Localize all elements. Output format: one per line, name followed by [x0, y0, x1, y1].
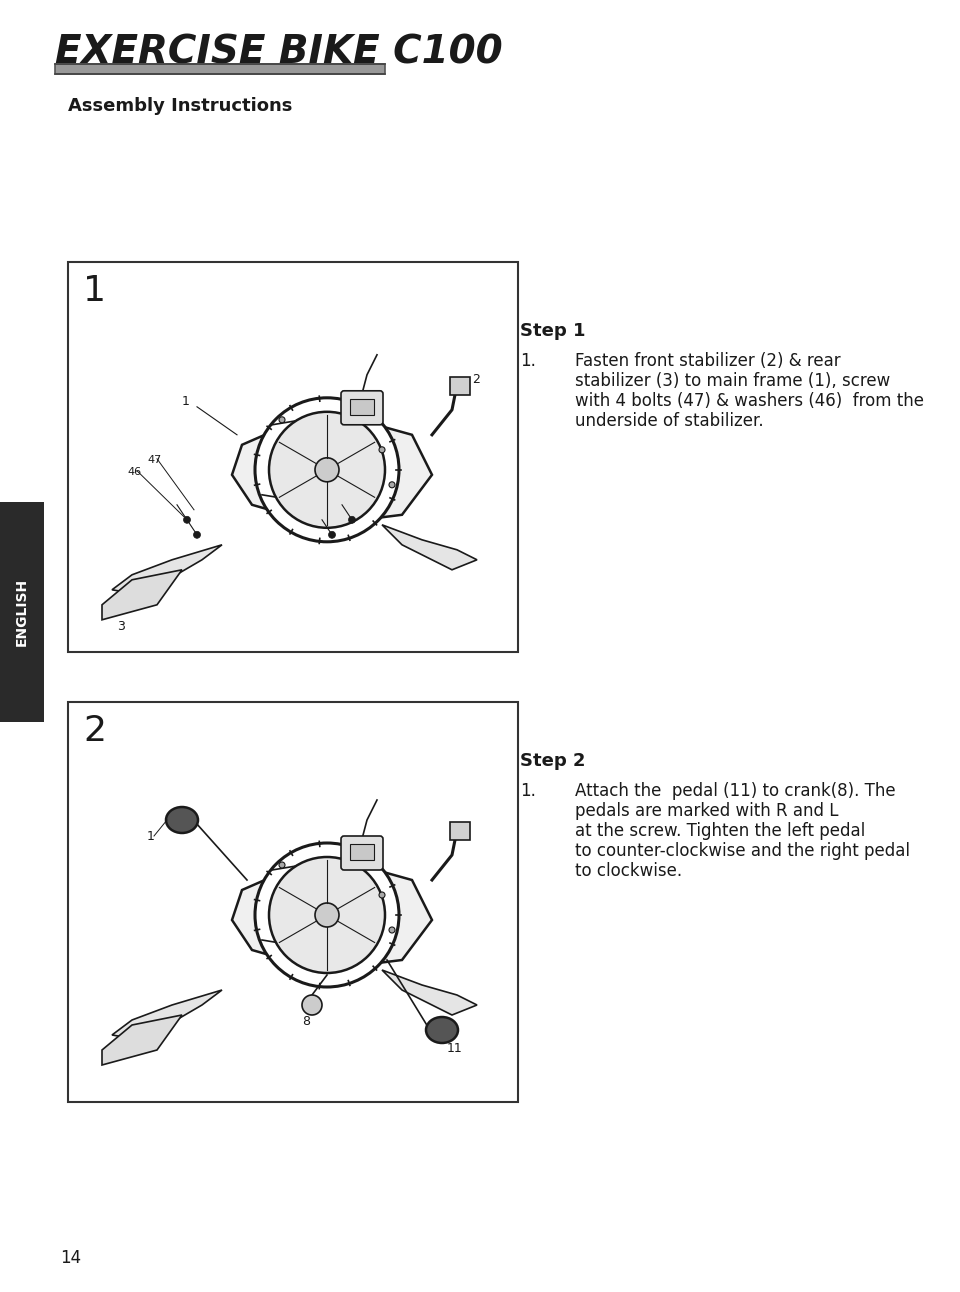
Circle shape: [379, 891, 385, 898]
Circle shape: [269, 412, 385, 528]
Bar: [0, 503, 44, 722]
Text: 14: 14: [60, 1249, 82, 1267]
Text: Step 2: Step 2: [520, 752, 586, 770]
Text: 47: 47: [147, 455, 161, 465]
Bar: [350, 399, 374, 415]
Circle shape: [194, 531, 201, 539]
Text: Attach the  pedal (11) to crank(8). The: Attach the pedal (11) to crank(8). The: [575, 782, 896, 800]
Text: pedals are marked with R and L: pedals are marked with R and L: [575, 802, 838, 820]
Circle shape: [348, 517, 355, 523]
Circle shape: [255, 842, 399, 987]
Text: 2: 2: [472, 373, 480, 386]
Polygon shape: [232, 410, 432, 525]
Polygon shape: [382, 525, 477, 570]
Circle shape: [315, 903, 339, 926]
Circle shape: [302, 995, 322, 1016]
Bar: [450, 377, 470, 395]
Text: to counter-clockwise and the right pedal: to counter-clockwise and the right pedal: [575, 842, 910, 860]
Circle shape: [379, 447, 385, 452]
Circle shape: [389, 926, 395, 933]
Circle shape: [269, 857, 385, 973]
Circle shape: [389, 482, 395, 488]
Circle shape: [183, 517, 190, 523]
Bar: [55, 65, 385, 74]
Polygon shape: [232, 855, 432, 970]
Text: EXERCISE BIKE C100: EXERCISE BIKE C100: [55, 34, 503, 72]
Circle shape: [255, 398, 399, 541]
FancyBboxPatch shape: [341, 390, 383, 425]
FancyBboxPatch shape: [341, 836, 383, 870]
Text: 1: 1: [147, 829, 155, 842]
Text: 46: 46: [127, 466, 141, 477]
Bar: [68, 262, 518, 652]
Text: 1: 1: [182, 395, 190, 408]
Text: with 4 bolts (47) & washers (46)  from the: with 4 bolts (47) & washers (46) from th…: [575, 391, 924, 410]
Text: 1: 1: [83, 274, 106, 307]
Bar: [350, 844, 374, 860]
Circle shape: [279, 862, 285, 868]
Text: 1.: 1.: [520, 351, 536, 370]
Polygon shape: [102, 570, 182, 620]
Text: 11: 11: [447, 1043, 463, 1056]
Text: to clockwise.: to clockwise.: [575, 862, 683, 880]
Text: underside of stabilizer.: underside of stabilizer.: [575, 412, 763, 430]
Text: 3: 3: [117, 620, 125, 633]
Text: 8: 8: [302, 1016, 310, 1028]
Text: 2: 2: [83, 714, 106, 748]
Bar: [68, 702, 518, 1102]
Bar: [450, 822, 470, 840]
Polygon shape: [112, 990, 222, 1040]
Text: Fasten front stabilizer (2) & rear: Fasten front stabilizer (2) & rear: [575, 351, 841, 370]
Text: 1.: 1.: [520, 782, 536, 800]
Circle shape: [315, 457, 339, 482]
Text: Assembly Instructions: Assembly Instructions: [68, 97, 293, 115]
Polygon shape: [382, 970, 477, 1016]
Circle shape: [328, 531, 335, 539]
Text: Step 1: Step 1: [520, 322, 586, 340]
Text: ENGLISH: ENGLISH: [15, 578, 29, 646]
Polygon shape: [112, 545, 222, 594]
Ellipse shape: [426, 1017, 458, 1043]
Text: at the screw. Tighten the left pedal: at the screw. Tighten the left pedal: [575, 822, 865, 840]
Text: stabilizer (3) to main frame (1), screw: stabilizer (3) to main frame (1), screw: [575, 372, 890, 390]
Ellipse shape: [166, 808, 198, 833]
Polygon shape: [102, 1016, 182, 1065]
Circle shape: [279, 417, 285, 422]
